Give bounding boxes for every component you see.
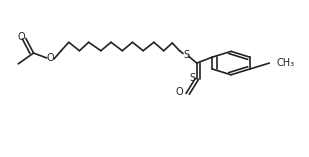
Text: CH₃: CH₃ [277, 58, 295, 68]
Text: O: O [47, 53, 54, 63]
Text: O: O [18, 32, 25, 42]
Text: O: O [175, 87, 183, 97]
Text: S: S [183, 50, 189, 60]
Text: S: S [189, 73, 195, 83]
